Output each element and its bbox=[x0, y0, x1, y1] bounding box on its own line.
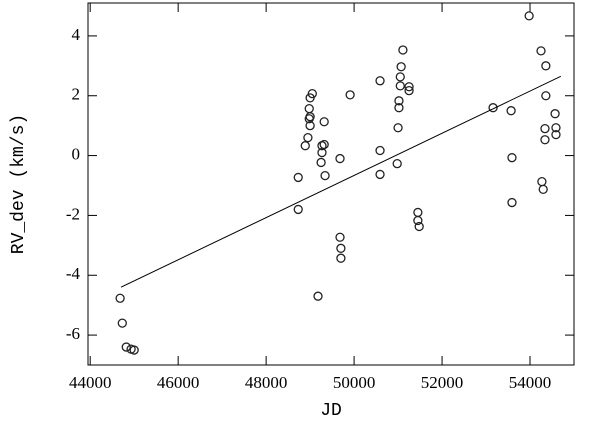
point bbox=[506, 106, 516, 116]
y-tick-label: -6 bbox=[66, 324, 80, 343]
point bbox=[395, 72, 405, 82]
point bbox=[129, 345, 139, 355]
point bbox=[392, 159, 402, 169]
point bbox=[540, 135, 550, 145]
point bbox=[304, 103, 314, 114]
x-tick-label: 54000 bbox=[509, 373, 552, 392]
point bbox=[551, 123, 561, 133]
point bbox=[316, 157, 326, 168]
point bbox=[395, 81, 405, 91]
point bbox=[507, 197, 517, 208]
point bbox=[313, 291, 323, 301]
x-tick-label: 48000 bbox=[245, 373, 288, 392]
x-axis-title: JD bbox=[320, 401, 342, 421]
point bbox=[540, 124, 550, 134]
point bbox=[320, 170, 330, 181]
point bbox=[507, 153, 517, 163]
x-tick-label: 44000 bbox=[69, 373, 112, 392]
point bbox=[413, 215, 423, 226]
point bbox=[293, 204, 303, 215]
x-tick-label: 50000 bbox=[333, 373, 376, 392]
point bbox=[121, 342, 131, 352]
y-tick-label: -4 bbox=[66, 264, 81, 283]
point bbox=[319, 139, 329, 150]
point bbox=[538, 184, 548, 195]
point bbox=[396, 62, 406, 72]
point bbox=[375, 76, 385, 86]
y-axis-title: RV_dev (km/s) bbox=[9, 114, 29, 254]
point bbox=[305, 112, 315, 122]
point bbox=[398, 45, 408, 55]
point bbox=[541, 61, 551, 71]
point bbox=[117, 318, 127, 328]
point bbox=[393, 123, 403, 133]
point bbox=[336, 243, 346, 253]
y-tick-label: 2 bbox=[72, 85, 81, 104]
point bbox=[414, 221, 424, 232]
point bbox=[307, 88, 317, 99]
point bbox=[413, 207, 423, 218]
fit-line bbox=[120, 75, 562, 288]
point bbox=[300, 141, 310, 151]
point bbox=[115, 293, 125, 303]
point bbox=[537, 176, 547, 187]
point bbox=[345, 90, 355, 100]
point bbox=[524, 11, 534, 21]
point bbox=[305, 121, 315, 131]
point bbox=[488, 103, 498, 113]
point bbox=[335, 232, 345, 242]
point bbox=[541, 91, 551, 101]
point bbox=[335, 153, 345, 164]
point bbox=[319, 117, 329, 127]
point bbox=[303, 132, 313, 143]
point bbox=[394, 103, 404, 113]
x-tick-label: 52000 bbox=[421, 373, 464, 392]
y-tick-label: 4 bbox=[72, 25, 81, 44]
point bbox=[404, 86, 414, 96]
point bbox=[536, 46, 546, 56]
point bbox=[293, 172, 303, 183]
y-tick-label: 0 bbox=[72, 144, 81, 163]
x-tick-label: 46000 bbox=[157, 373, 200, 392]
y-tick-label: -2 bbox=[66, 204, 80, 223]
point bbox=[551, 129, 561, 140]
point bbox=[550, 109, 560, 119]
point bbox=[375, 145, 385, 156]
point bbox=[394, 96, 404, 106]
point bbox=[375, 169, 385, 180]
point bbox=[336, 253, 346, 263]
plot-frame bbox=[87, 2, 575, 366]
point bbox=[404, 82, 414, 92]
